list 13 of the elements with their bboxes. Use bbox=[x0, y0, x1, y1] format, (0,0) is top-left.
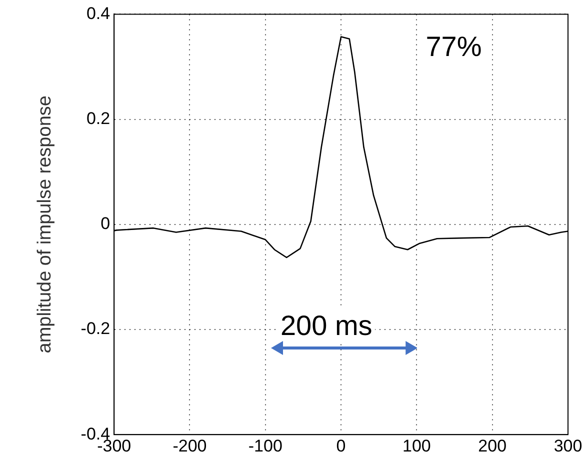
y-tick-label: 0 bbox=[100, 214, 110, 234]
y-axis-title: amplitude of impulse response bbox=[34, 96, 56, 354]
annotation: 77% bbox=[422, 28, 485, 65]
y-tick-label: 0.2 bbox=[86, 108, 110, 128]
x-tick-label: 300 bbox=[554, 436, 582, 456]
annotation: 200 ms bbox=[277, 308, 376, 344]
x-tick-label: 200 bbox=[478, 436, 507, 456]
y-tick-label: 0.4 bbox=[86, 4, 110, 23]
x-tick-label: 0 bbox=[336, 436, 346, 456]
y-tick-label: -0.2 bbox=[80, 319, 110, 338]
x-tick-label: -200 bbox=[172, 436, 207, 456]
x-tick-label: 100 bbox=[402, 436, 431, 456]
x-tick-label: -100 bbox=[248, 436, 282, 456]
